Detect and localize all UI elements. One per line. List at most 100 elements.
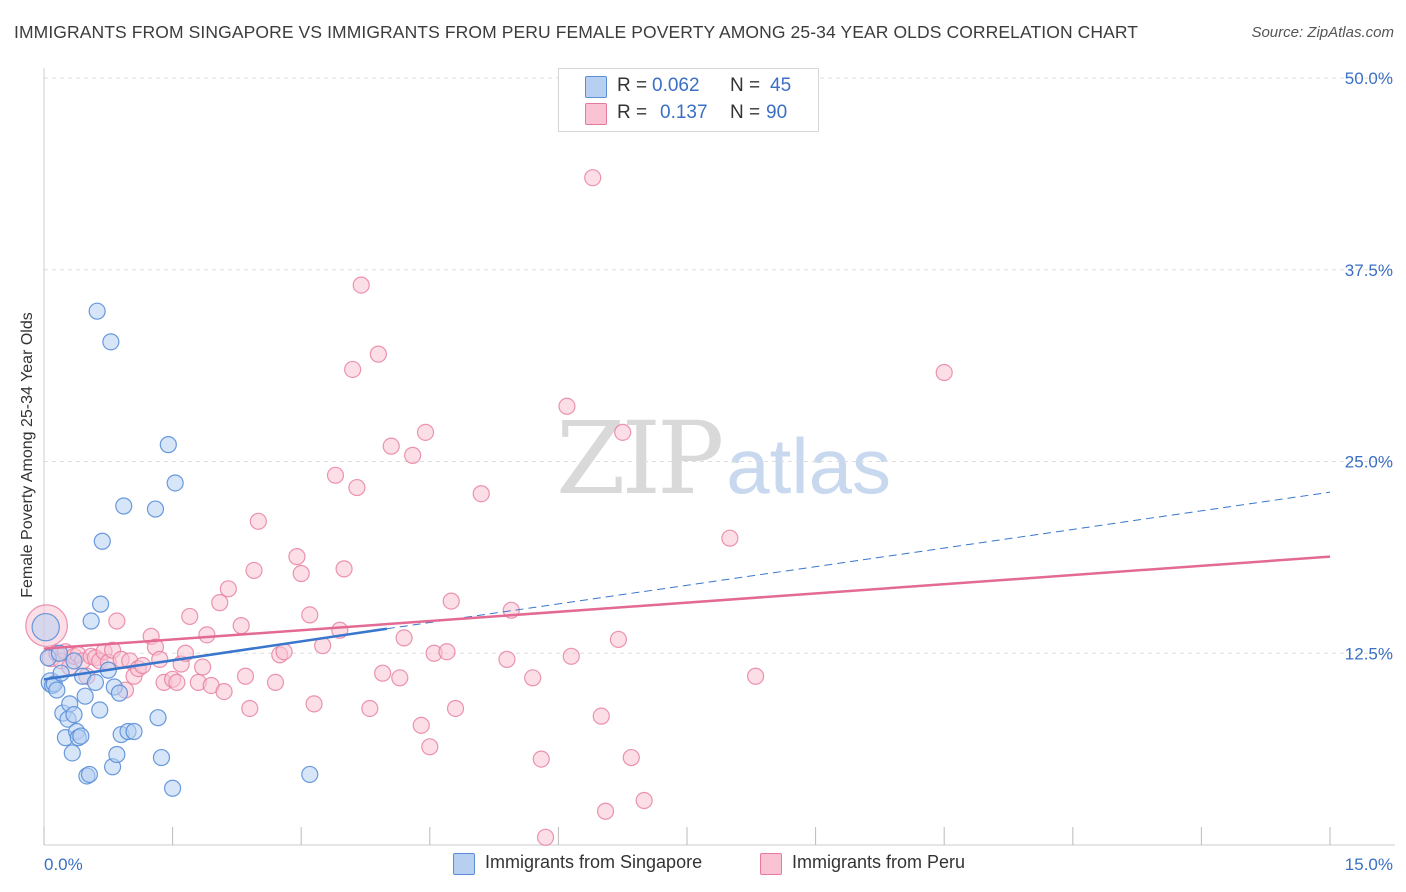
chart-title: IMMIGRANTS FROM SINGAPORE VS IMMIGRANTS … [14, 22, 1139, 42]
singapore-point [80, 765, 99, 784]
peru-point [344, 360, 362, 379]
peru-point [348, 478, 366, 497]
bottom-singapore-swatch [453, 853, 475, 875]
peru-point [442, 592, 460, 610]
singapore-point [65, 652, 83, 670]
peru-point [721, 529, 739, 547]
singapore-point [93, 532, 111, 550]
peru-point [236, 667, 255, 685]
y-tick-label: 37.5% [1345, 261, 1393, 280]
peru-point [532, 750, 550, 768]
singapore-point [91, 701, 109, 719]
peru-point [219, 580, 237, 598]
singapore-point [50, 644, 69, 662]
peru-point [288, 548, 306, 566]
peru-trend-line [43, 555, 1331, 650]
bottom-peru-swatch [760, 853, 782, 875]
peru-point [374, 664, 392, 682]
peru-point [305, 695, 323, 713]
singapore-point [149, 709, 167, 727]
singapore-point [146, 500, 165, 518]
peru-point [168, 673, 186, 691]
y-tick-label: 12.5% [1345, 644, 1393, 663]
singapore-point [110, 684, 129, 702]
peru-point [562, 647, 580, 665]
peru-point [211, 594, 229, 612]
peru-point [335, 560, 353, 578]
singapore-swatch [585, 76, 607, 98]
singapore-point [102, 333, 120, 351]
singapore-point [301, 765, 319, 784]
peru-point [412, 716, 430, 734]
singapore-point [76, 687, 94, 705]
singapore-point [65, 706, 83, 724]
singapore-n-label: N = [730, 75, 761, 96]
singapore-point [86, 673, 105, 691]
peru-point [361, 699, 379, 718]
x-tick-label-min: 0.0% [44, 855, 83, 874]
peru-point [266, 673, 285, 691]
singapore-point [88, 302, 106, 320]
y-axis-title: Female Poverty Among 25-34 Year Olds [19, 312, 36, 598]
peru-point [635, 791, 653, 810]
singapore-point [31, 612, 60, 642]
peru-point [746, 667, 765, 685]
singapore-point [63, 744, 81, 762]
peru-point [241, 699, 259, 718]
peru-point [446, 699, 465, 718]
singapore-point [164, 779, 182, 797]
peru-point [326, 466, 345, 484]
x-tick-label-max: 15.0% [1345, 855, 1393, 874]
peru-r-label: R = [617, 102, 648, 123]
peru-point [536, 828, 555, 846]
peru-point [151, 650, 169, 668]
peru-point [292, 564, 310, 583]
peru-point [194, 658, 212, 676]
peru-point [438, 643, 456, 661]
singapore-point [91, 595, 110, 613]
peru-point [232, 617, 250, 635]
singapore-r-label: R = [617, 75, 648, 96]
peru-n-label: N = [730, 102, 761, 123]
peru-point [524, 669, 542, 687]
peru-point [352, 276, 370, 294]
y-tick-label: 50.0% [1345, 69, 1393, 88]
peru-point [622, 748, 640, 767]
peru-swatch [585, 103, 607, 125]
y-tick-label: 25.0% [1345, 453, 1393, 472]
bottom-singapore-label: Immigrants from Singapore [485, 852, 703, 872]
source-label: Source: ZipAtlas.com [1251, 24, 1394, 41]
singapore-point [125, 722, 143, 741]
singapore-point [72, 727, 90, 745]
bottom-peru-label: Immigrants from Peru [792, 852, 966, 872]
singapore-trend-dashed [386, 491, 1331, 630]
singapore-trend-line [43, 627, 388, 681]
stats-legend: R = 0.062 N = 45 R = 0.137 N = 90 [558, 68, 819, 132]
peru-point [301, 606, 319, 624]
peru-point [416, 423, 435, 441]
singapore-point [152, 748, 171, 767]
peru-point [395, 629, 413, 647]
peru-point [108, 612, 126, 630]
peru-point [558, 397, 576, 415]
singapore-point [166, 474, 184, 492]
singapore-point [115, 497, 133, 515]
peru-point [498, 650, 516, 668]
peru-point [609, 630, 628, 649]
peru-point [275, 643, 293, 661]
peru-point [369, 345, 387, 363]
peru-point [181, 607, 199, 626]
peru-point [421, 738, 439, 756]
peru-point [592, 707, 610, 725]
singapore-n-value: 45 [770, 75, 792, 96]
peru-point [404, 446, 422, 464]
peru-point [472, 485, 490, 503]
peru-point [935, 363, 953, 382]
singapore-point [159, 436, 177, 454]
peru-point [391, 669, 409, 687]
peru-point [596, 802, 615, 820]
peru-point [249, 512, 267, 530]
singapore-r-value: 0.062 [652, 75, 700, 96]
peru-r-value: 0.137 [660, 102, 708, 123]
